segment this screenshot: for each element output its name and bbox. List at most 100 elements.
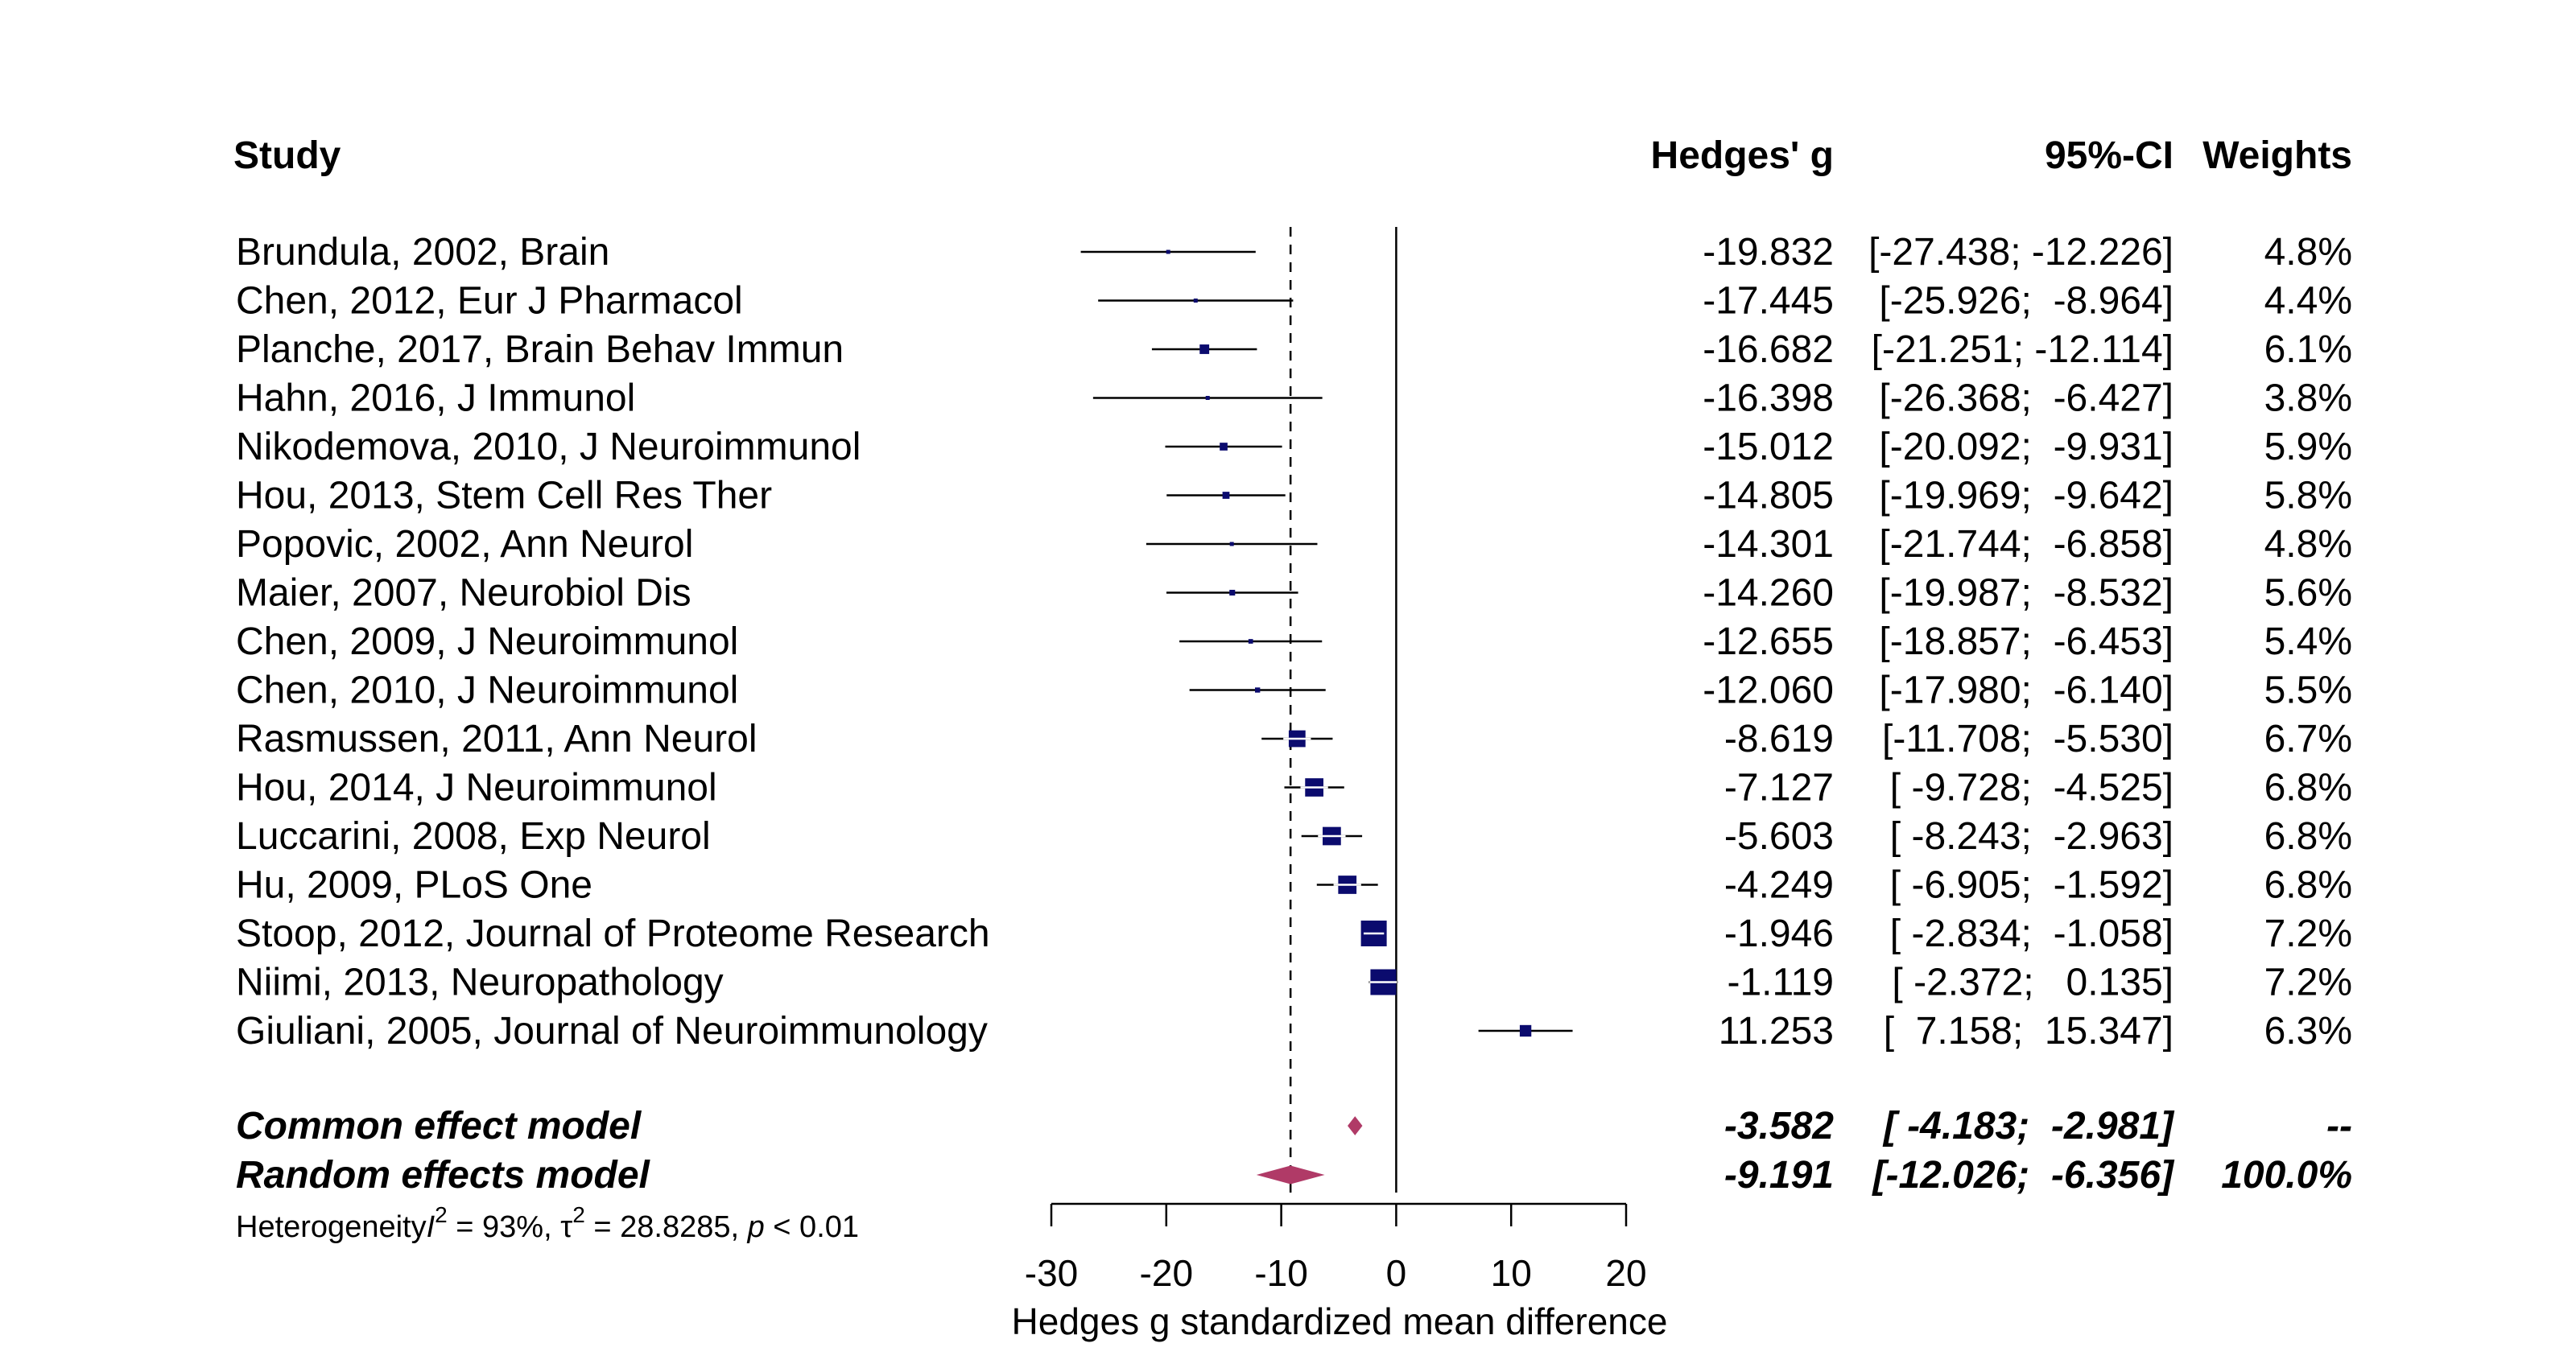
study-effect: -12.060 bbox=[1703, 670, 1834, 712]
study-ci: [-19.987; -8.532] bbox=[1879, 572, 2174, 615]
study-ci: [-19.969; -9.642] bbox=[1879, 475, 2174, 517]
study-ci: [ -9.728; -4.525] bbox=[1890, 767, 2174, 810]
header-row: Study Hedges' g 95%-CI Weights bbox=[233, 134, 2352, 177]
study-weight: 4.8% bbox=[2264, 523, 2352, 566]
study-point bbox=[1205, 396, 1210, 400]
study-effect: -7.127 bbox=[1724, 767, 1834, 810]
study-effect: 11.253 bbox=[1719, 1010, 1834, 1053]
study-ci: [ -2.834; -1.058] bbox=[1890, 913, 2174, 955]
study-ci: [-26.368; -6.427] bbox=[1879, 377, 2174, 420]
study-effect: -5.603 bbox=[1724, 815, 1834, 858]
x-axis-tick-label: 10 bbox=[1491, 1252, 1532, 1294]
study-weight: 5.8% bbox=[2264, 475, 2352, 517]
x-axis-tick-label: 0 bbox=[1386, 1252, 1407, 1294]
study-weight: 4.8% bbox=[2264, 231, 2352, 274]
study-ci: [-21.251; -12.114] bbox=[1872, 328, 2174, 371]
study-weight: 5.4% bbox=[2264, 620, 2352, 663]
study-rows: Brundula, 2002, Brain -19.832 [-27.438; -1… bbox=[236, 231, 2352, 1197]
study-ci: [-18.857; -6.453] bbox=[1879, 620, 2174, 663]
study-weight: 6.7% bbox=[2264, 718, 2352, 760]
study-weight: 6.8% bbox=[2264, 767, 2352, 810]
study-label: Chen, 2009, J Neuroimmunol bbox=[236, 620, 738, 663]
model-ci: [ -4.183; -2.981] bbox=[1882, 1105, 2175, 1148]
study-ci: [-27.438; -12.226] bbox=[1868, 231, 2174, 274]
study-point bbox=[1193, 299, 1198, 303]
study-ci: [-20.092; -9.931] bbox=[1879, 426, 2174, 468]
i2-exponent: 2 bbox=[435, 1202, 448, 1227]
study-label: Rasmussen, 2011, Ann Neurol bbox=[236, 718, 757, 760]
study-effect: -14.805 bbox=[1703, 475, 1834, 517]
study-label: Hou, 2014, J Neuroimmunol bbox=[236, 767, 717, 810]
i2-symbol: I bbox=[427, 1210, 436, 1244]
study-ci: [ 7.158; 15.347] bbox=[1884, 1010, 2174, 1053]
heterogeneity-text: HeterogeneityI2 = 93%, τ2 = 28.8285, p <… bbox=[236, 1202, 859, 1244]
study-weight: 6.8% bbox=[2264, 815, 2352, 858]
study-weight: 5.9% bbox=[2264, 426, 2352, 468]
study-ci: [ -2.372; 0.135] bbox=[1892, 962, 2174, 1004]
study-point bbox=[1519, 1024, 1532, 1037]
study-label: Hu, 2009, PLoS One bbox=[236, 864, 592, 907]
study-label: Hou, 2013, Stem Cell Res Ther bbox=[236, 475, 772, 517]
study-label: Luccarini, 2008, Exp Neurol bbox=[236, 815, 711, 858]
study-label: Chen, 2012, Eur J Pharmacol bbox=[236, 280, 743, 323]
study-point bbox=[1255, 687, 1261, 693]
study-weight: 3.8% bbox=[2264, 377, 2352, 420]
heterogeneity-prefix: Heterogeneity bbox=[236, 1210, 427, 1244]
study-ci: [-17.980; -6.140] bbox=[1879, 670, 2174, 712]
study-point bbox=[1199, 344, 1210, 354]
header-ci: 95%-CI bbox=[2045, 134, 2174, 177]
p-symbol: p bbox=[747, 1210, 765, 1244]
study-label: Chen, 2010, J Neuroimmunol bbox=[236, 670, 738, 712]
study-label: Brundula, 2002, Brain bbox=[236, 231, 609, 274]
study-effect: -1.946 bbox=[1724, 913, 1834, 955]
study-effect: -14.260 bbox=[1703, 572, 1834, 615]
study-weight: 6.8% bbox=[2264, 864, 2352, 907]
tau-value: = 28.8285, bbox=[585, 1210, 748, 1244]
study-label: Stoop, 2012, Journal of Proteome Researc… bbox=[236, 913, 990, 955]
study-effect: -14.301 bbox=[1703, 523, 1834, 566]
study-weight: 7.2% bbox=[2264, 962, 2352, 1004]
p-value: < 0.01 bbox=[765, 1210, 859, 1244]
model-ci: [-12.026; -6.356] bbox=[1871, 1154, 2175, 1197]
plot-area: -30 -20 -10 0 10 20 bbox=[1025, 227, 1647, 1294]
study-ci: [ -6.905; -1.592] bbox=[1890, 864, 2174, 907]
study-effect: -12.655 bbox=[1703, 620, 1834, 663]
study-effect: -8.619 bbox=[1724, 718, 1834, 760]
x-axis-tick-label: -20 bbox=[1140, 1252, 1193, 1294]
study-effect: -17.445 bbox=[1703, 280, 1834, 323]
study-label: Giuliani, 2005, Journal of Neuroimmunolo… bbox=[236, 1010, 988, 1053]
model-effect: -9.191 bbox=[1724, 1154, 1834, 1197]
model-label: Common effect model bbox=[236, 1105, 642, 1148]
study-point bbox=[1248, 639, 1253, 644]
study-weight: 5.6% bbox=[2264, 572, 2352, 615]
study-point bbox=[1229, 542, 1234, 546]
study-effect: -1.119 bbox=[1727, 962, 1834, 1004]
study-weight: 6.1% bbox=[2264, 328, 2352, 371]
study-effect: -16.682 bbox=[1703, 328, 1834, 371]
study-label: Nikodemova, 2010, J Neuroimmunol bbox=[236, 426, 861, 468]
study-effect: -16.398 bbox=[1703, 377, 1834, 420]
x-axis-tick-label: 20 bbox=[1605, 1252, 1646, 1294]
study-label: Niimi, 2013, Neuropathology bbox=[236, 962, 724, 1004]
study-weight: 5.5% bbox=[2264, 670, 2352, 712]
tau-exponent: 2 bbox=[572, 1202, 585, 1227]
study-point bbox=[1229, 589, 1236, 596]
study-label: Hahn, 2016, J Immunol bbox=[236, 377, 635, 420]
model-weight: -- bbox=[2326, 1105, 2352, 1148]
tau-symbol: τ bbox=[560, 1210, 572, 1244]
study-ci: [ -8.243; -2.963] bbox=[1890, 815, 2174, 858]
i2-value: = 93%, bbox=[448, 1210, 560, 1244]
study-label: Popovic, 2002, Ann Neurol bbox=[236, 523, 693, 566]
study-effect: -19.832 bbox=[1703, 231, 1834, 274]
study-weight: 4.4% bbox=[2264, 280, 2352, 323]
study-ci: [-25.926; -8.964] bbox=[1879, 280, 2174, 323]
study-point bbox=[1166, 249, 1170, 254]
x-axis-tick-label: -10 bbox=[1254, 1252, 1307, 1294]
model-label: Random effects model bbox=[236, 1154, 651, 1197]
header-weights: Weights bbox=[2202, 134, 2352, 177]
study-label: Maier, 2007, Neurobiol Dis bbox=[236, 572, 691, 615]
study-weight: 6.3% bbox=[2264, 1010, 2352, 1053]
header-effect: Hedges' g bbox=[1651, 134, 1834, 177]
model-diamond bbox=[1348, 1116, 1363, 1135]
